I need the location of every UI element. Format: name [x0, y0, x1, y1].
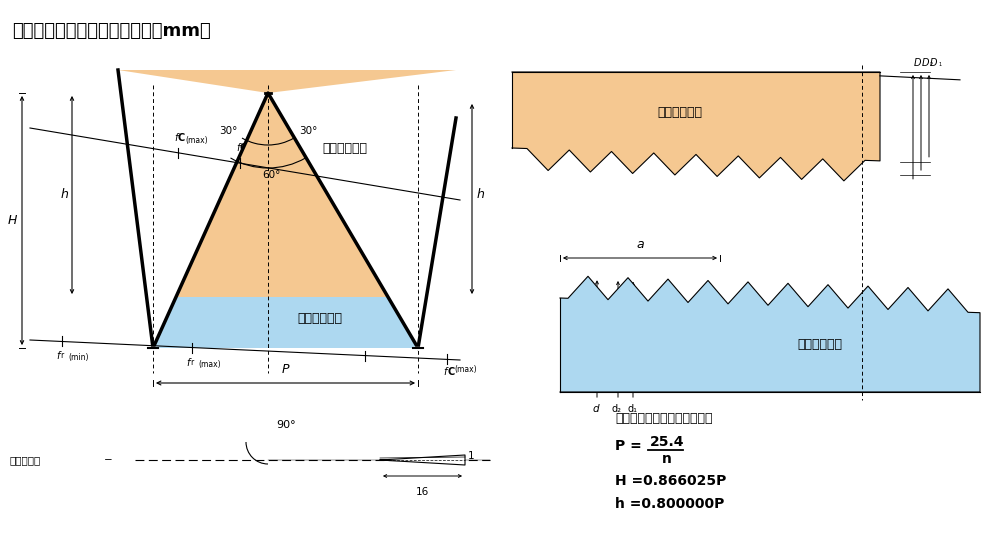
Text: h: h [60, 188, 68, 202]
Text: D: D [914, 58, 922, 68]
Text: C: C [447, 367, 454, 377]
Text: (min): (min) [372, 338, 392, 348]
Polygon shape [153, 297, 418, 348]
Text: f: f [444, 367, 447, 377]
Polygon shape [413, 347, 423, 349]
Text: C: C [240, 143, 247, 153]
Polygon shape [380, 455, 465, 465]
Text: 太い実線は基準山形を示す。: 太い実線は基準山形を示す。 [615, 412, 712, 425]
Text: f: f [362, 336, 365, 345]
Polygon shape [176, 93, 388, 297]
Text: n: n [662, 452, 672, 466]
Text: P: P [282, 363, 289, 376]
Text: 16: 16 [416, 487, 429, 497]
Text: 25.4: 25.4 [650, 435, 684, 449]
Text: (max): (max) [185, 136, 208, 145]
Text: H: H [8, 214, 17, 227]
Text: テーパめねじ: テーパめねじ [322, 141, 368, 154]
Text: ₂: ₂ [930, 59, 933, 68]
Polygon shape [268, 70, 456, 348]
Polygon shape [118, 225, 456, 368]
Text: テーパおねじ: テーパおねじ [798, 338, 842, 351]
Text: テーパおねじ: テーパおねじ [298, 312, 342, 324]
Polygon shape [118, 70, 456, 352]
Polygon shape [512, 72, 880, 181]
Text: D: D [930, 58, 938, 68]
Text: d₁: d₁ [627, 404, 637, 414]
Text: (max): (max) [454, 365, 477, 374]
Text: (min): (min) [247, 146, 268, 155]
Text: r: r [60, 351, 63, 360]
Text: ねじの軸線: ねじの軸線 [10, 455, 41, 465]
Text: h: h [477, 188, 485, 202]
Polygon shape [560, 298, 980, 392]
Text: 60°: 60° [262, 170, 280, 180]
Polygon shape [560, 277, 980, 392]
Text: 30°: 30° [299, 126, 317, 136]
Text: a: a [636, 238, 644, 251]
Text: D: D [922, 58, 930, 68]
Text: f: f [175, 133, 178, 143]
Text: 90°: 90° [276, 420, 296, 430]
Text: d₂: d₂ [612, 404, 622, 414]
Polygon shape [118, 70, 268, 348]
Text: ─: ─ [102, 455, 112, 465]
Text: 1: 1 [468, 451, 475, 461]
Polygon shape [118, 348, 456, 372]
Text: d: d [593, 404, 599, 414]
Text: f: f [237, 143, 240, 153]
Text: ₁: ₁ [938, 59, 941, 68]
Text: (max): (max) [198, 359, 221, 369]
Text: C: C [178, 133, 185, 143]
Text: H =0.866025P: H =0.866025P [615, 474, 726, 488]
Text: (min): (min) [68, 353, 88, 363]
Text: 基準山形及び基準寸法（単位：mm）: 基準山形及び基準寸法（単位：mm） [12, 22, 211, 40]
Text: h =0.800000P: h =0.800000P [615, 497, 724, 511]
Text: f: f [57, 351, 60, 362]
Text: テーパめねじ: テーパめねじ [658, 105, 702, 118]
Text: f: f [187, 358, 190, 367]
Text: C: C [365, 336, 372, 345]
Text: 30°: 30° [219, 126, 237, 136]
Text: P =: P = [615, 439, 642, 453]
Polygon shape [148, 347, 158, 349]
Text: r: r [190, 358, 193, 366]
Polygon shape [512, 72, 880, 161]
